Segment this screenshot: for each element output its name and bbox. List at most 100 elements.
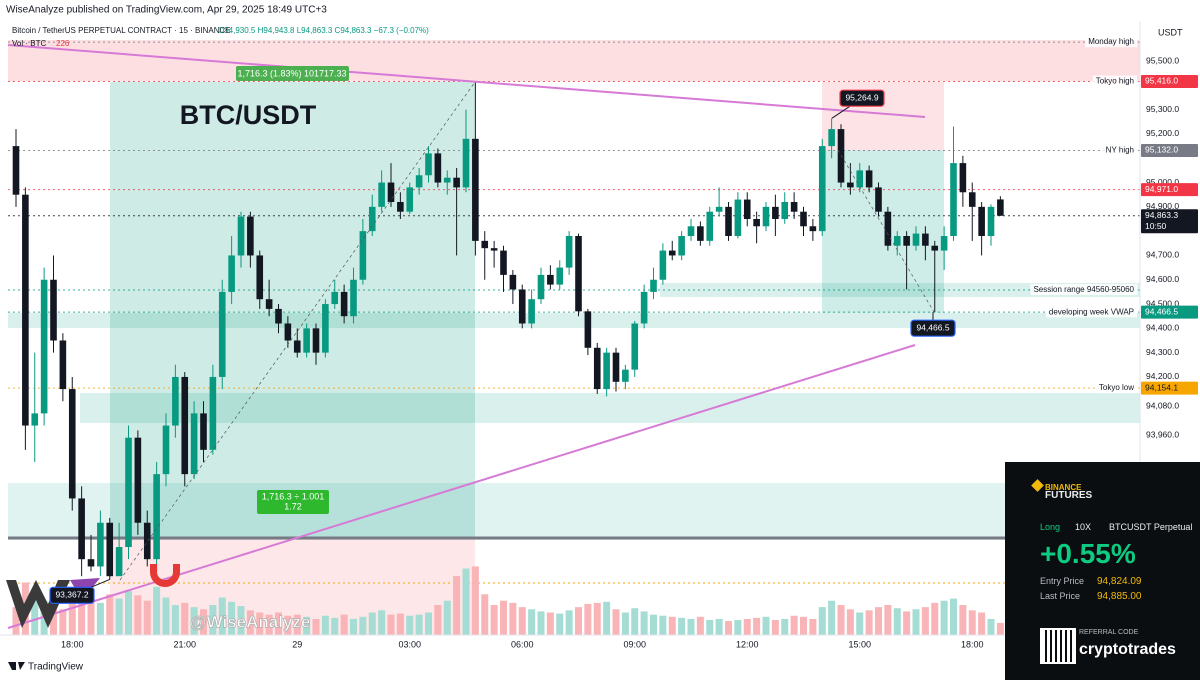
volume-bar	[171, 605, 179, 635]
brand-logo	[1031, 479, 1044, 492]
candle-body	[528, 299, 535, 324]
volume-bar	[537, 611, 545, 635]
volume-bar	[959, 605, 967, 635]
annotation-label: 94,466.5	[916, 322, 949, 332]
volume-label: Vol · BTC	[12, 39, 46, 48]
currency-label: USDT	[1158, 27, 1183, 37]
volume-bar	[443, 600, 451, 635]
volume-bar	[818, 607, 826, 635]
referral-label: REFERRAL CODE	[1079, 629, 1139, 636]
volume-bar	[96, 602, 104, 635]
volume-bar	[125, 591, 132, 635]
candle-body	[331, 291, 339, 305]
contract: BTCUSDT Perpetual	[1109, 522, 1193, 532]
price-label: 95,416.0	[1145, 76, 1178, 86]
magnet-icon	[150, 564, 180, 587]
candle-body	[912, 233, 920, 246]
candle-body	[603, 352, 610, 390]
candle-body	[837, 129, 845, 183]
candle-body	[406, 187, 414, 212]
price-label: 94,863.3	[1145, 210, 1178, 220]
volume-bar	[228, 601, 236, 635]
volume-bar	[912, 609, 920, 635]
candle-body	[97, 522, 104, 567]
footer-brand: TradingView	[28, 662, 84, 673]
tv-logo	[8, 662, 25, 670]
price-label-bg	[1141, 74, 1198, 88]
volume-bar	[209, 605, 217, 635]
referral-code: cryptotrades	[1079, 641, 1176, 658]
volume-bar	[865, 610, 873, 635]
volume-bar	[181, 602, 189, 635]
candle-body	[12, 146, 20, 195]
price-label: 94,971.0	[1145, 184, 1178, 194]
trendline	[7, 44, 926, 118]
side: Long	[1040, 522, 1061, 532]
chart-title: BTC/USDT	[180, 100, 317, 130]
volume-bar	[650, 614, 657, 635]
long-profit-box	[110, 82, 475, 538]
candle-body	[978, 206, 985, 237]
volume-bar	[350, 618, 357, 635]
volume-bar	[753, 617, 761, 635]
volume-bar	[762, 616, 770, 635]
entry-price: 94,824.09	[1097, 576, 1142, 587]
candle-body	[481, 240, 489, 249]
level-name: Tokyo low	[1099, 383, 1134, 392]
volume-bar	[481, 594, 489, 635]
volume-bar	[115, 598, 123, 635]
volume-bar	[565, 610, 573, 635]
volume-bar	[856, 612, 864, 635]
candle-body	[809, 226, 817, 232]
candle-body	[622, 369, 629, 382]
candle-body	[772, 206, 779, 219]
volume-bar	[940, 600, 948, 635]
candle-body	[800, 211, 807, 227]
volume-bar	[293, 614, 301, 635]
candle-body	[575, 236, 582, 312]
level-name-bg	[1092, 75, 1137, 87]
y-tick-label: 94,600.0	[1146, 274, 1179, 284]
volume-bar	[687, 618, 695, 635]
volume-bar	[575, 607, 582, 635]
volume-bar	[931, 602, 939, 635]
candle-body	[762, 206, 770, 227]
y-tick-label: 95,300.0	[1146, 104, 1179, 114]
volume-bar	[471, 566, 479, 635]
level-name-bg	[1085, 36, 1137, 48]
volume-bar	[434, 605, 442, 635]
volume-bar	[518, 607, 526, 635]
last-label: Last Price	[1040, 591, 1081, 601]
candle-body	[565, 236, 573, 268]
candle-body	[143, 522, 151, 560]
candle-body	[425, 153, 432, 176]
candle-body	[725, 206, 732, 237]
watermark: @WiseAnalyze	[190, 612, 310, 631]
annotation-label: 95,264.9	[845, 92, 878, 102]
candle-body	[950, 163, 957, 237]
candle-body	[293, 340, 301, 353]
annotation-bg	[839, 89, 885, 107]
label-bg	[257, 490, 329, 514]
volume-bar	[134, 595, 142, 635]
volume-bar	[546, 612, 554, 635]
volume-bar	[500, 600, 507, 635]
candle-body	[547, 274, 554, 285]
volume-bar	[640, 611, 648, 635]
y-tick-label: 95,200.0	[1146, 128, 1179, 138]
annotation-bg	[49, 586, 95, 604]
volume-bar	[837, 605, 845, 635]
label-bg	[236, 66, 349, 81]
level-name: Tokyo high	[1096, 77, 1134, 86]
candle-body	[997, 199, 1004, 216]
candle-body	[640, 291, 648, 324]
volume-bar	[275, 612, 282, 635]
candle-body	[734, 199, 742, 237]
candle-body	[218, 291, 226, 377]
candle-body	[443, 177, 451, 183]
candle-body	[697, 226, 704, 241]
volume-bar	[696, 616, 704, 635]
volume-bar	[668, 616, 676, 635]
